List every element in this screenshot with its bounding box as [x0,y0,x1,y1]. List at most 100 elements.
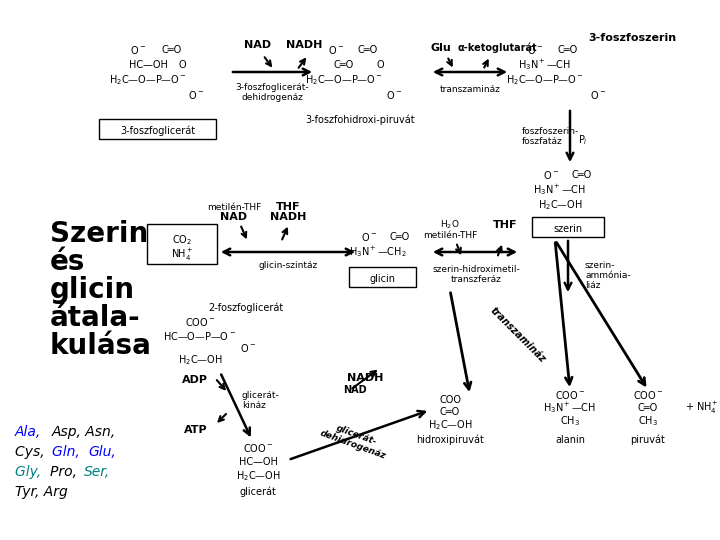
Text: 3-foszfoglicerát: 3-foszfoglicerát [120,126,196,136]
Text: CH$_3$: CH$_3$ [560,414,580,428]
Text: O$^-$: O$^-$ [386,89,402,101]
Text: kulása: kulása [50,332,152,360]
Text: transzamináz: transzamináz [488,306,548,365]
Text: O$^-$: O$^-$ [361,231,377,243]
Text: O: O [376,60,384,70]
Text: glicerát: glicerát [240,487,276,497]
Text: C═O: C═O [440,407,460,417]
FancyBboxPatch shape [147,224,217,264]
Text: COO$^-$: COO$^-$ [554,389,585,401]
Text: 3-foszfoglicerát-: 3-foszfoglicerát- [235,84,309,92]
Text: H$_3$N$^+$—CH: H$_3$N$^+$—CH [544,401,597,415]
Text: szerin-hidroximetil-: szerin-hidroximetil- [432,266,520,274]
Text: Asp, Asn,: Asp, Asn, [52,425,116,439]
Text: foszfatáz: foszfatáz [522,138,563,146]
Text: glicin: glicin [50,276,135,304]
Text: COO$^-$: COO$^-$ [185,316,215,328]
Text: C═O: C═O [638,403,658,413]
Text: C═O: C═O [334,60,354,70]
Text: Glu: Glu [431,43,451,53]
Text: piruvát: piruvát [631,435,665,446]
Text: foszfoszerin-: foszfoszerin- [522,127,580,137]
Text: O: O [178,60,186,70]
Text: metilén-THF: metilén-THF [207,202,261,212]
Text: O$^-$: O$^-$ [543,169,559,181]
Text: Ser,: Ser, [84,465,110,479]
Text: Gln,: Gln, [52,445,84,459]
Text: NH$_4^+$: NH$_4^+$ [171,247,193,263]
Text: O$^-$: O$^-$ [240,342,256,354]
Text: NAD: NAD [343,385,366,395]
Text: Glu,: Glu, [88,445,116,459]
Text: THF: THF [276,202,300,212]
Text: transzamináz: transzamináz [440,85,500,94]
Text: O$^-$: O$^-$ [188,89,204,101]
Text: NADH: NADH [347,373,383,383]
Text: H$_2$C—O—P—O$^-$: H$_2$C—O—P—O$^-$ [506,73,584,87]
Text: C═O: C═O [558,45,578,55]
Text: alanin: alanin [555,435,585,445]
Text: NADH: NADH [270,212,306,222]
Text: HC—O—P—O$^-$: HC—O—P—O$^-$ [163,330,236,342]
Text: C═O: C═O [572,170,593,180]
Text: COO$^-$: COO$^-$ [243,442,274,454]
Text: ammónia-: ammónia- [585,271,631,280]
Text: COO: COO [439,395,461,405]
Text: 3-foszfoszerin: 3-foszfoszerin [588,33,676,43]
Text: Pro,: Pro, [50,465,81,479]
Text: átala-: átala- [50,304,140,332]
Text: metilén-THF: metilén-THF [423,231,477,240]
Text: dehidrogenáz: dehidrogenáz [241,93,303,103]
Text: Tyr, Arg: Tyr, Arg [15,485,68,499]
Text: glicin-szintáz: glicin-szintáz [258,261,318,271]
Text: és: és [50,248,86,276]
Text: H$_2$C—O—P—O$^-$: H$_2$C—O—P—O$^-$ [305,73,383,87]
FancyBboxPatch shape [99,119,216,139]
Text: 3-foszfohidroxi-piruvát: 3-foszfohidroxi-piruvát [305,115,415,125]
Text: C═O: C═O [390,232,410,242]
Text: H$_3$N$^+$—CH: H$_3$N$^+$—CH [518,58,572,72]
Text: O$^-$: O$^-$ [130,44,146,56]
Text: kináz: kináz [242,401,266,409]
Text: Ala,: Ala, [15,425,45,439]
Text: glicerát-: glicerát- [242,390,280,400]
Text: THF: THF [492,220,517,230]
Text: Gly,: Gly, [15,465,45,479]
Text: transzferáz: transzferáz [451,275,501,285]
Text: C═O: C═O [162,45,182,55]
Text: H$_2$C—OH: H$_2$C—OH [538,198,582,212]
Text: liáz: liáz [585,280,600,289]
Text: H$_2$C—O—P—O$^-$: H$_2$C—O—P—O$^-$ [109,73,187,87]
FancyBboxPatch shape [532,217,604,237]
Text: O$^-$: O$^-$ [328,44,344,56]
Text: O$^-$: O$^-$ [527,44,543,56]
Text: C═O: C═O [358,45,378,55]
Text: NADH: NADH [286,40,322,50]
Text: H$_2$C—OH: H$_2$C—OH [428,418,472,432]
Text: CH$_3$: CH$_3$ [638,414,658,428]
Text: glicin: glicin [369,274,395,284]
Text: 2-foszfoglicerát: 2-foszfoglicerát [208,303,283,313]
Text: H$_3$N$^+$—CH$_2$: H$_3$N$^+$—CH$_2$ [349,245,407,259]
Text: O$^-$: O$^-$ [590,89,606,101]
Text: COO$^-$: COO$^-$ [633,389,663,401]
Text: P$_i$: P$_i$ [578,133,588,147]
Text: H$_3$N$^+$—CH: H$_3$N$^+$—CH [534,183,587,198]
Text: Szerin: Szerin [50,220,148,248]
Text: NAD: NAD [220,212,248,222]
Text: hidroxipiruvát: hidroxipiruvát [416,435,484,446]
Text: szerin: szerin [554,224,582,234]
Text: + NH$_4^+$: + NH$_4^+$ [685,400,719,416]
Text: ADP: ADP [182,375,208,385]
Text: Cys,: Cys, [15,445,49,459]
Text: H$_2$O: H$_2$O [440,219,460,231]
FancyBboxPatch shape [349,267,416,287]
Text: HC—OH: HC—OH [238,457,277,467]
Text: CO$_2$: CO$_2$ [172,233,192,247]
Text: α-ketoglutarát: α-ketoglutarát [457,43,537,53]
Text: ATP: ATP [184,425,208,435]
Text: szerin-: szerin- [585,260,616,269]
Text: NAD: NAD [244,40,271,50]
Text: H$_2$C—OH: H$_2$C—OH [235,469,280,483]
Text: glicerát-
dehidrogenáz: glicerát- dehidrogenáz [319,419,391,461]
